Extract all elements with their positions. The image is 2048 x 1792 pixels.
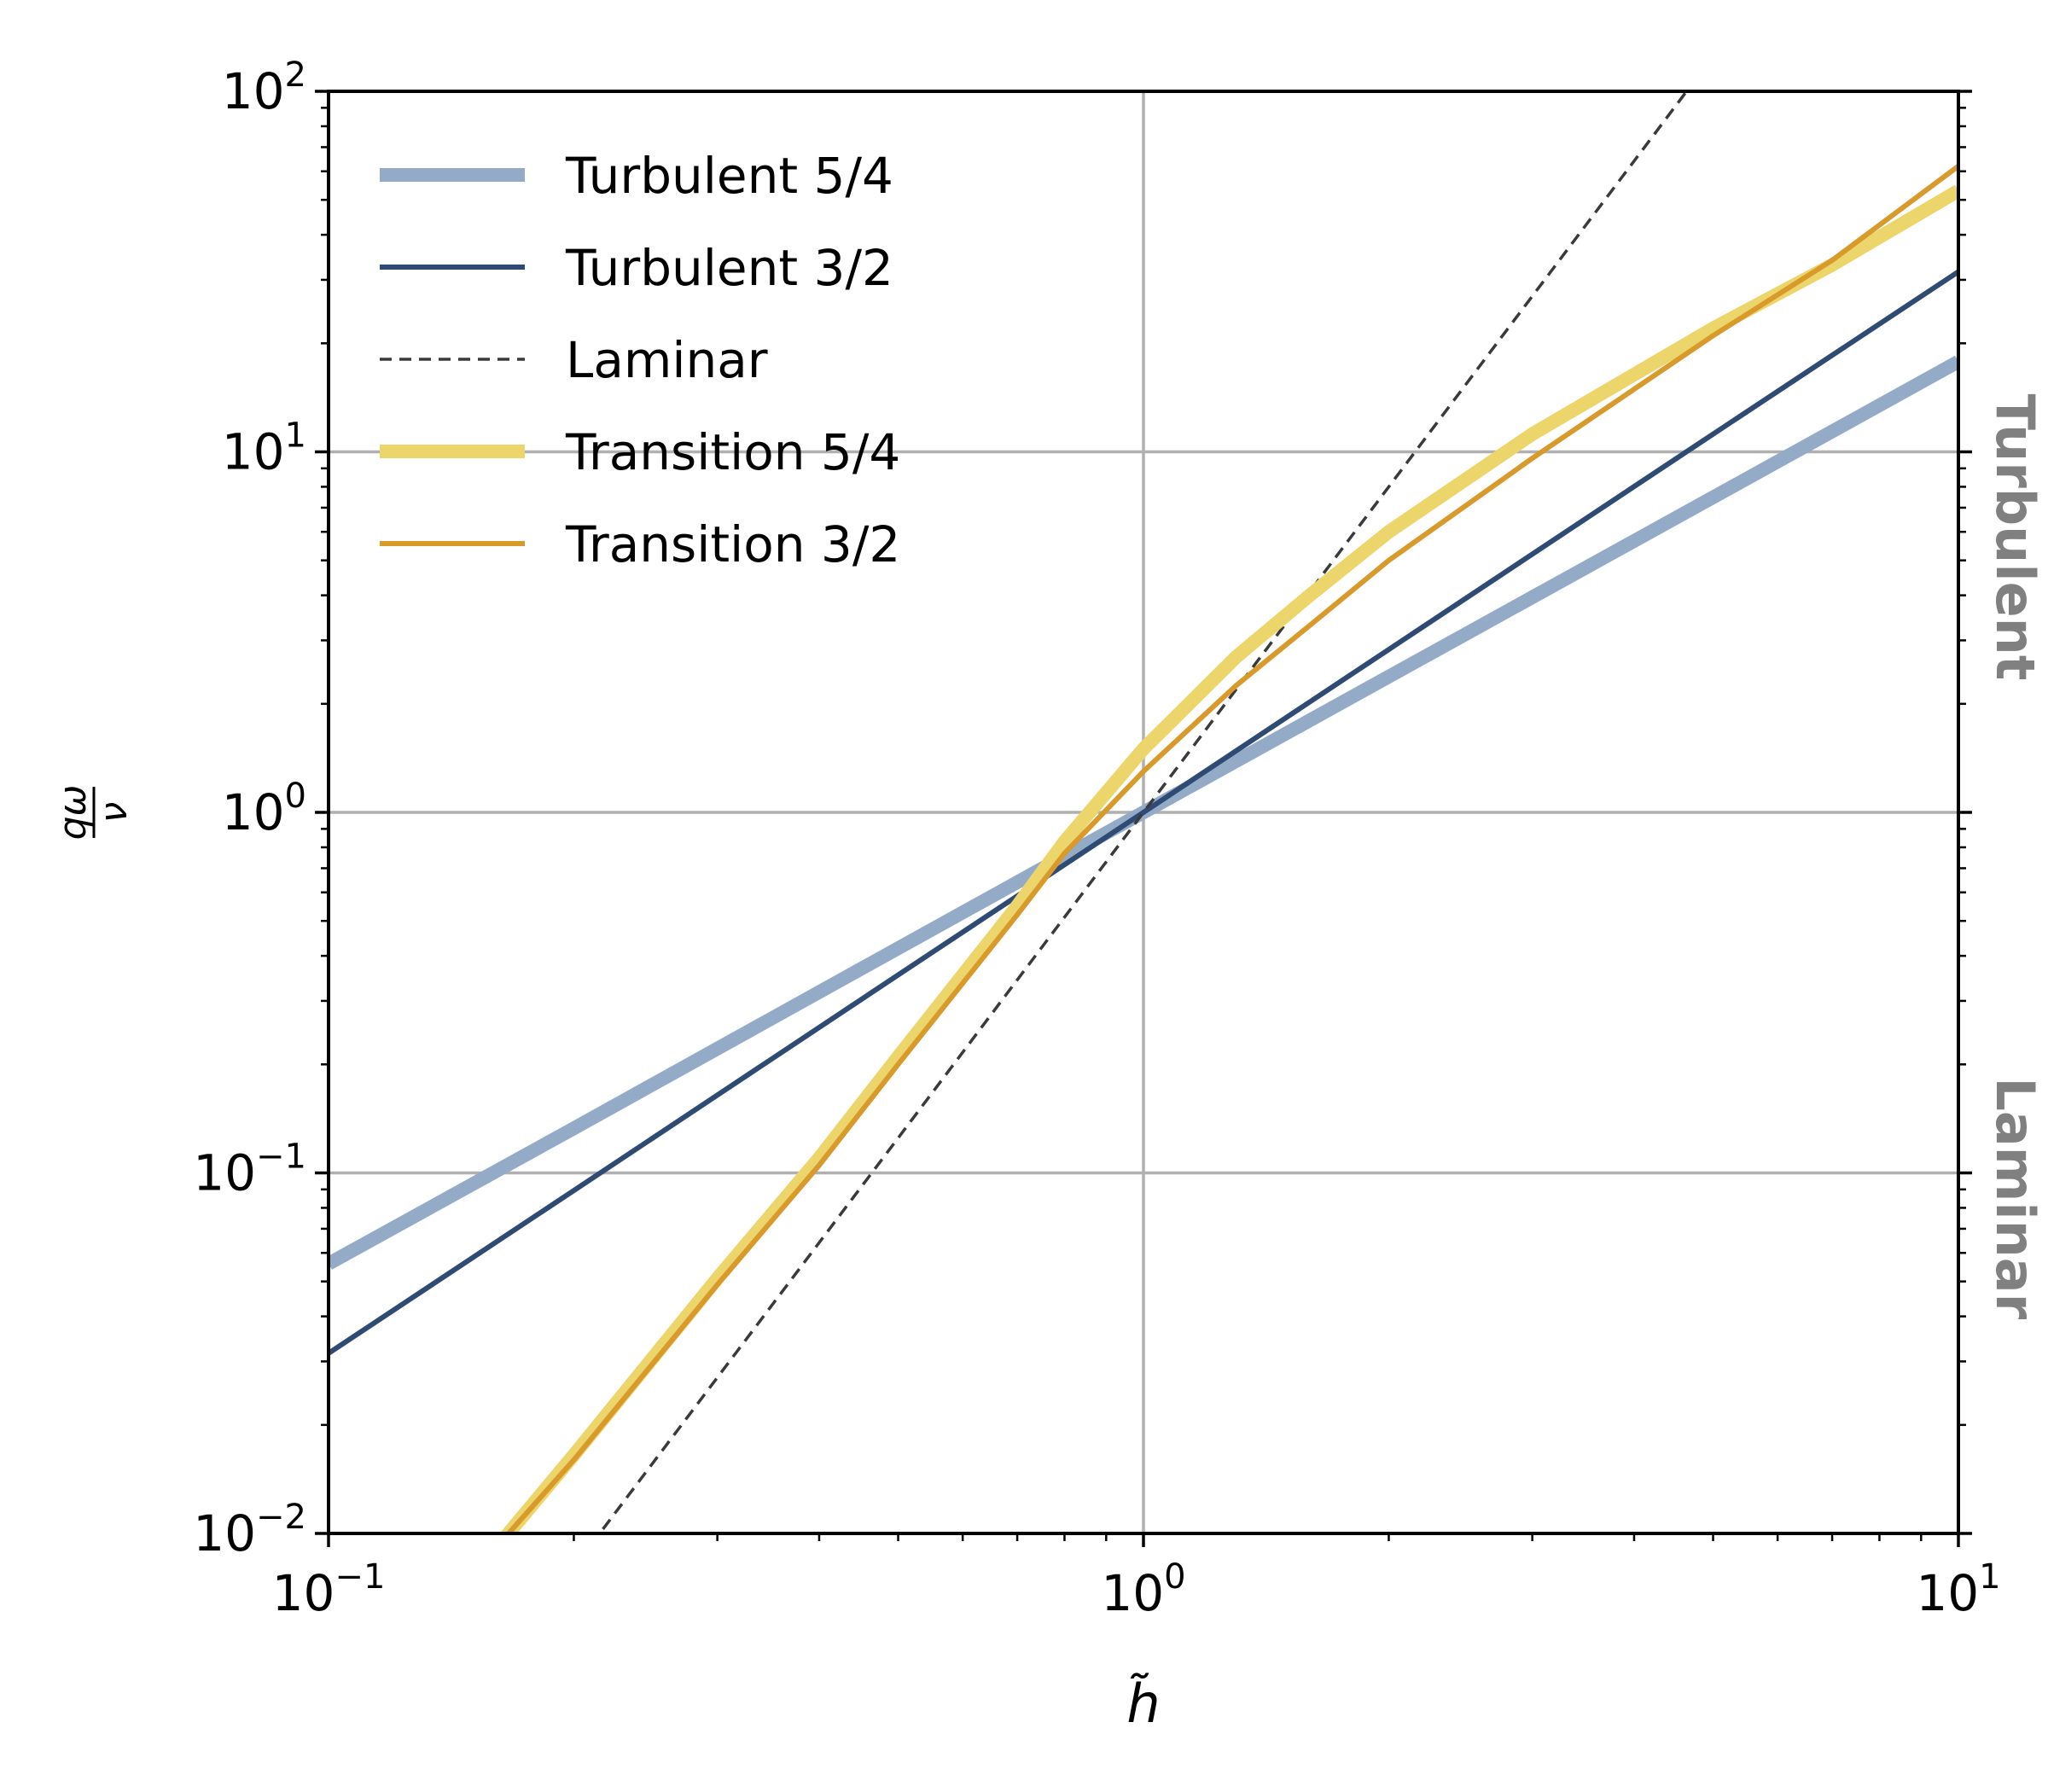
legend-label-turbulent-3-2: Turbulent 3/2 <box>565 239 893 297</box>
legend-label-laminar: Laminar <box>566 331 768 389</box>
region-label-turbulent: Turbulent <box>1984 394 2046 681</box>
x-axis-title: h̃ <box>1126 1673 1160 1735</box>
x-tick-label: 10−1 <box>272 1557 386 1622</box>
legend-label-transition-3-2: Transition 3/2 <box>565 515 900 573</box>
y-axis-title-numerator: qω <box>51 785 95 841</box>
y-tick-label: 102 <box>222 55 306 120</box>
series-line-transition-3-2 <box>504 164 1958 1533</box>
legend-label-turbulent-5-4: Turbulent 5/4 <box>565 147 893 205</box>
legend-label-transition-5-4: Transition 5/4 <box>565 423 900 481</box>
series-line-turbulent-3-2 <box>329 269 1958 1356</box>
y-tick-label: 10−1 <box>193 1137 306 1202</box>
x-tick-label: 100 <box>1101 1557 1185 1622</box>
x-tick-label: 101 <box>1916 1557 2000 1622</box>
series-line-laminar <box>597 91 1688 1533</box>
y-axis-title-denominator: ν <box>92 802 136 823</box>
axis-titles: h̃ qων <box>51 785 1161 1735</box>
y-axis-title: qων <box>51 785 136 841</box>
region-labels: Turbulent Laminar <box>1984 394 2046 1320</box>
legend: Turbulent 5/4 Turbulent 3/2 Laminar Transit… <box>380 147 900 573</box>
y-tick-label: 10−2 <box>193 1498 306 1562</box>
series-lines <box>329 91 1958 1533</box>
y-tick-label: 101 <box>222 416 306 481</box>
region-label-text: Laminar <box>1984 1077 2046 1319</box>
region-label-laminar: Laminar <box>1984 1077 2046 1319</box>
region-label-text: Turbulent <box>1984 394 2046 681</box>
axis-ticks <box>315 90 1972 1547</box>
series-line-transition-5-4 <box>500 184 1958 1533</box>
y-tick-label: 100 <box>222 777 306 841</box>
